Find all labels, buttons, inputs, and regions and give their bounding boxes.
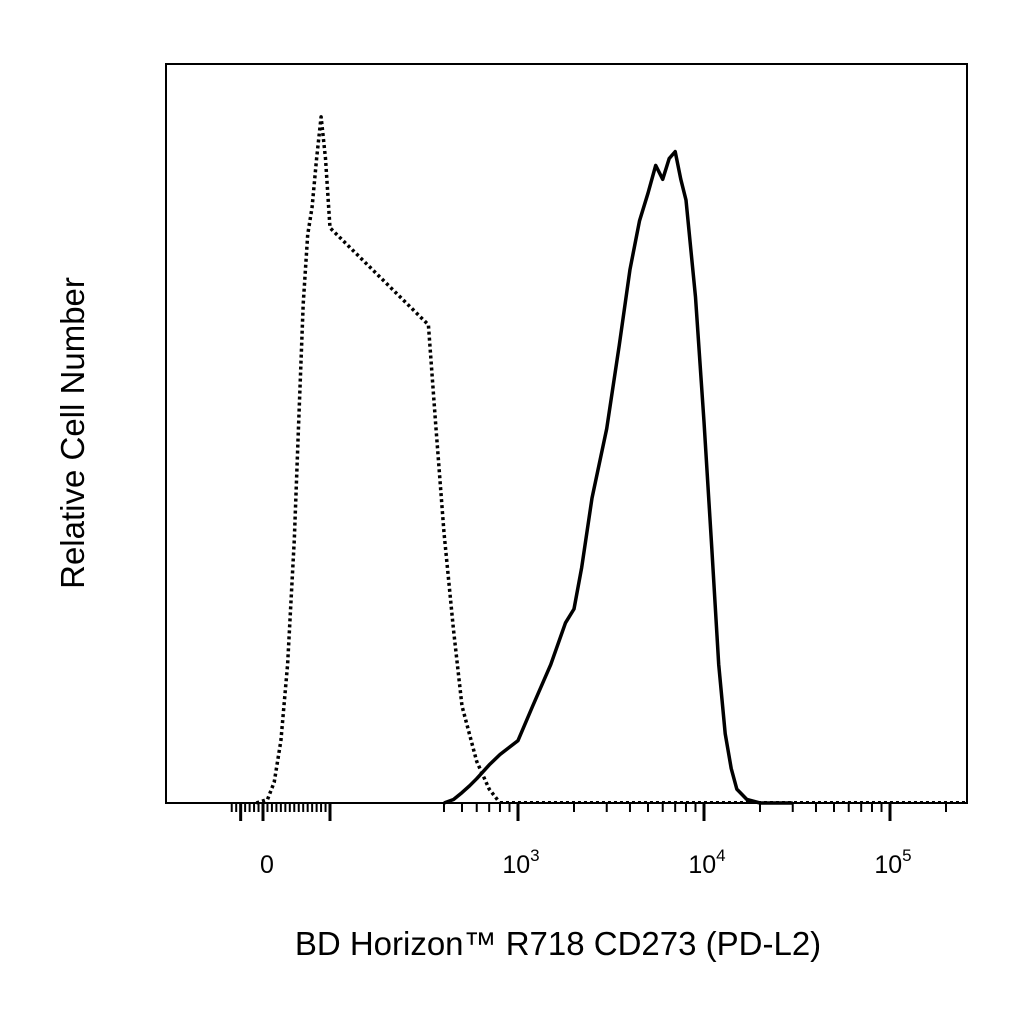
x-tick-label: 103: [502, 846, 539, 879]
x-tick-label: 0: [260, 851, 274, 879]
x-tick-labels: 0 103 104 105: [260, 846, 912, 879]
isotype-control-curve: [255, 115, 502, 805]
series-layer: [255, 115, 965, 805]
x-minor-ticks: [230, 803, 947, 812]
x-major-ticks: [239, 803, 892, 821]
y-axis-title: Relative Cell Number: [54, 277, 91, 589]
stained-sample-curve: [443, 149, 793, 805]
x-axis-title: BD Horizon™ R718 CD273 (PD-L2): [295, 925, 821, 962]
x-tick-label: 104: [688, 846, 725, 879]
x-tick-label: 105: [874, 846, 911, 879]
